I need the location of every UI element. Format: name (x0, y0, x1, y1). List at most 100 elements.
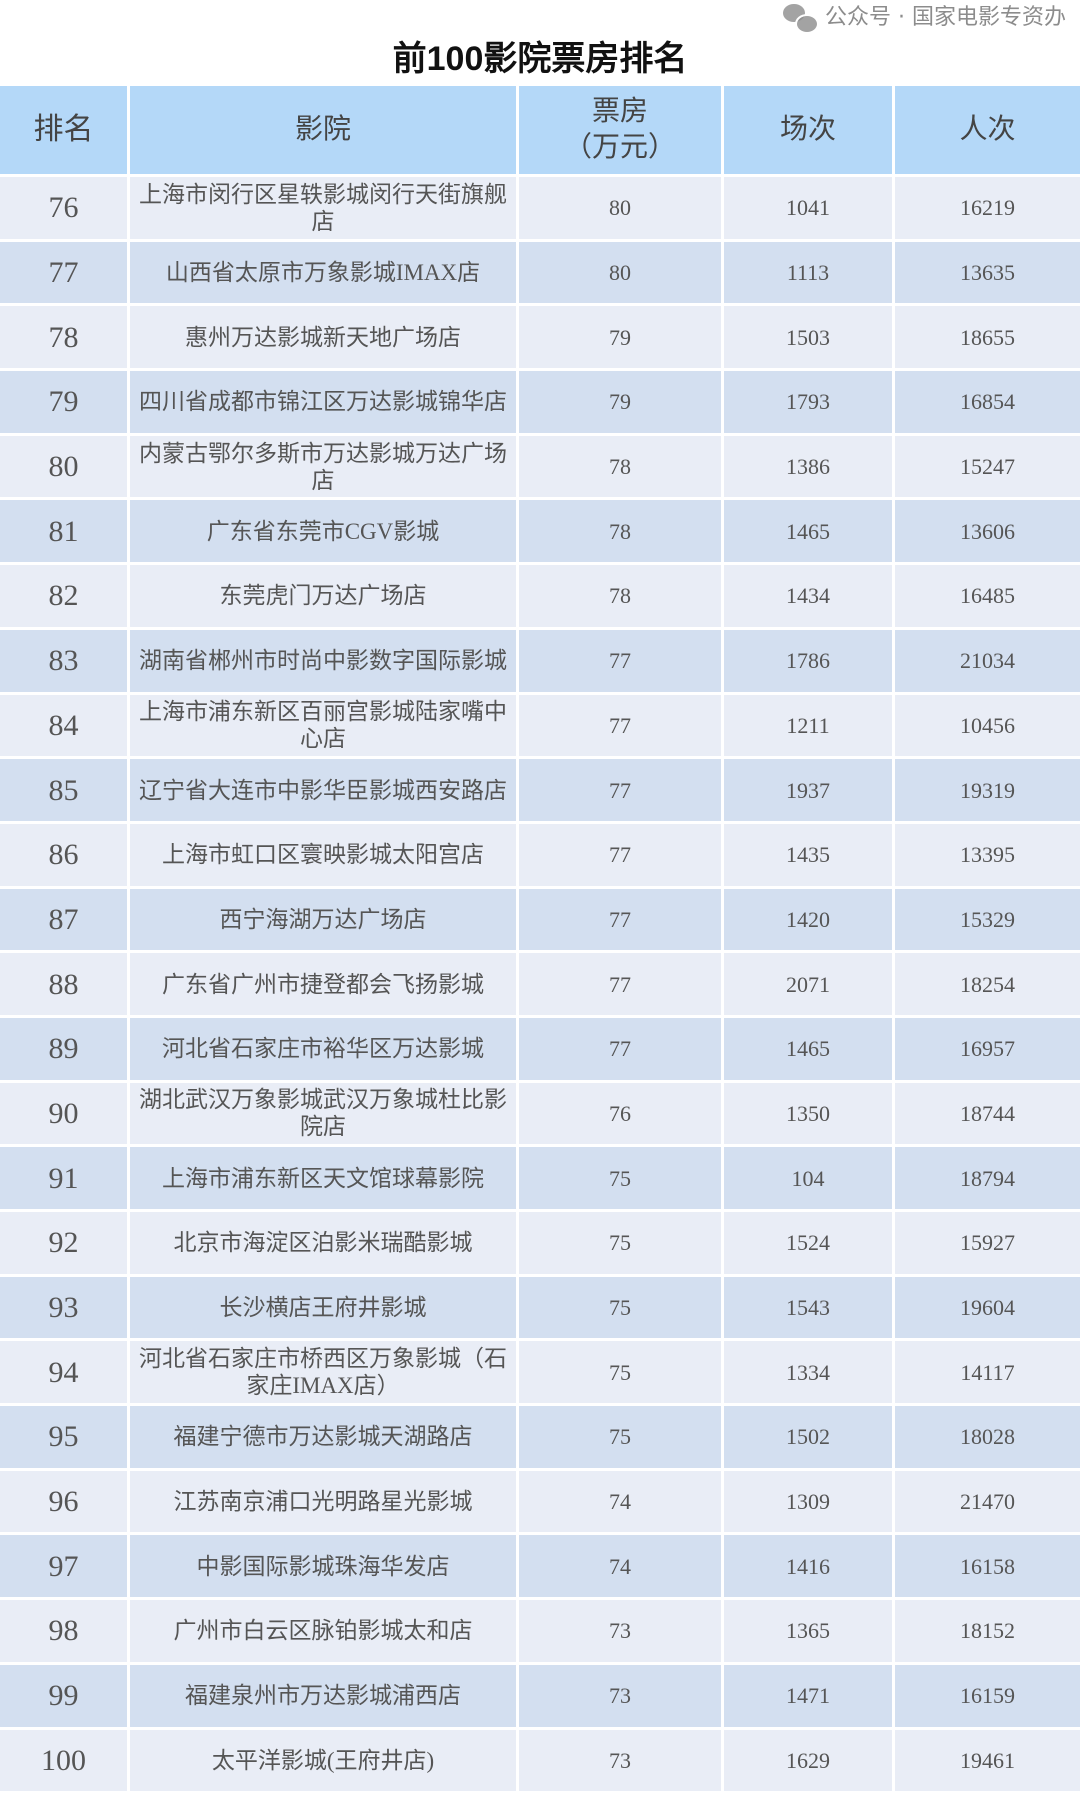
box-office-cell: 78 (519, 435, 724, 501)
box-office-cell: 80 (519, 241, 724, 307)
admissions-cell: 18254 (895, 953, 1080, 1018)
rank-cell: 85 (0, 759, 130, 824)
cinema-cell: 山西省太原市万象影城IMAX店 (130, 241, 519, 307)
rank-cell: 98 (0, 1600, 130, 1665)
table-row: 95 福建宁德市万达影城天湖路店 75 1502 18028 (0, 1406, 1080, 1471)
table-row: 96 江苏南京浦口光明路星光影城 74 1309 21470 (0, 1470, 1080, 1536)
box-office-cell: 77 (519, 759, 724, 824)
shows-cell: 104 (724, 1147, 895, 1212)
shows-cell: 1502 (724, 1406, 895, 1471)
rank-cell: 86 (0, 823, 130, 889)
table-row: 90 湖北武汉万象影城武汉万象城杜比影院店 76 1350 18744 (0, 1082, 1080, 1148)
shows-cell: 1543 (724, 1276, 895, 1342)
admissions-cell: 13635 (895, 241, 1080, 307)
box-office-cell: 79 (519, 371, 724, 436)
watermark: 公众号 · 国家电影专资办 (783, 4, 1066, 34)
rank-cell: 92 (0, 1212, 130, 1277)
table-body: 76 上海市闵行区星轶影城闵行天街旗舰店 80 1041 16219 77 山西省太原市万象… (0, 177, 1080, 1795)
box-office-cell: 78 (519, 500, 724, 566)
box-office-cell: 73 (519, 1664, 724, 1730)
cinema-cell: 东莞虎门万达广场店 (130, 565, 519, 630)
cinema-cell: 太平洋影城(王府井店) (130, 1729, 519, 1795)
box-office-cell: 75 (519, 1276, 724, 1342)
shows-cell: 1471 (724, 1664, 895, 1730)
table-row: 100 太平洋影城(王府井店) 73 1629 19461 (0, 1729, 1080, 1795)
rank-cell: 89 (0, 1017, 130, 1083)
cinema-cell: 中影国际影城珠海华发店 (130, 1535, 519, 1601)
cinema-cell: 广东省东莞市CGV影城 (130, 500, 519, 566)
box-office-cell: 74 (519, 1470, 724, 1536)
header-shows: 场次 (724, 86, 895, 177)
table-row: 83 湖南省郴州市时尚中影数字国际影城 77 1786 21034 (0, 629, 1080, 695)
admissions-cell: 15927 (895, 1212, 1080, 1277)
rank-cell: 93 (0, 1276, 130, 1342)
table-row: 86 上海市虹口区寰映影城太阳宫店 77 1435 13395 (0, 823, 1080, 889)
admissions-cell: 19604 (895, 1276, 1080, 1342)
cinema-cell: 惠州万达影城新天地广场店 (130, 306, 519, 372)
admissions-cell: 14117 (895, 1341, 1080, 1407)
shows-cell: 1937 (724, 759, 895, 824)
admissions-cell: 18794 (895, 1147, 1080, 1212)
shows-cell: 1309 (724, 1470, 895, 1536)
admissions-cell: 15329 (895, 888, 1080, 954)
admissions-cell: 21034 (895, 629, 1080, 695)
table-row: 82 东莞虎门万达广场店 78 1434 16485 (0, 565, 1080, 630)
box-office-cell: 78 (519, 565, 724, 630)
cinema-cell: 广东省广州市捷登都会飞扬影城 (130, 953, 519, 1018)
rank-cell: 95 (0, 1406, 130, 1471)
admissions-cell: 13395 (895, 823, 1080, 889)
rank-cell: 99 (0, 1664, 130, 1730)
table-row: 77 山西省太原市万象影城IMAX店 80 1113 13635 (0, 241, 1080, 307)
table-row: 84 上海市浦东新区百丽宫影城陆家嘴中心店 77 1211 10456 (0, 694, 1080, 760)
header-admissions: 人次 (895, 86, 1080, 177)
ranking-table: 排名 影院 票房 （万元） 场次 人次 76 上海市闵行区星轶影城闵行天街旗舰店 8… (0, 86, 1080, 1795)
cinema-cell: 北京市海淀区泊影米瑞酷影城 (130, 1212, 519, 1277)
shows-cell: 1211 (724, 694, 895, 760)
wechat-icon (783, 4, 820, 34)
box-office-cell: 75 (519, 1147, 724, 1212)
cinema-cell: 福建泉州市万达影城浦西店 (130, 1664, 519, 1730)
table-row: 81 广东省东莞市CGV影城 78 1465 13606 (0, 500, 1080, 566)
watermark-text: 公众号 · 国家电影专资办 (825, 5, 1066, 30)
table-row: 93 长沙横店王府井影城 75 1543 19604 (0, 1276, 1080, 1342)
box-office-cell: 77 (519, 1017, 724, 1083)
rank-cell: 77 (0, 241, 130, 307)
shows-cell: 1386 (724, 435, 895, 501)
table-row: 79 四川省成都市锦江区万达影城锦华店 79 1793 16854 (0, 371, 1080, 436)
rank-cell: 97 (0, 1535, 130, 1601)
admissions-cell: 19461 (895, 1729, 1080, 1795)
box-office-cell: 79 (519, 306, 724, 372)
rank-cell: 91 (0, 1147, 130, 1212)
rank-cell: 84 (0, 694, 130, 760)
rank-cell: 100 (0, 1729, 130, 1795)
cinema-cell: 广州市白云区脉铂影城太和店 (130, 1600, 519, 1665)
cinema-cell: 内蒙古鄂尔多斯市万达影城万达广场店 (130, 435, 519, 501)
shows-cell: 1113 (724, 241, 895, 307)
shows-cell: 1524 (724, 1212, 895, 1277)
rank-cell: 88 (0, 953, 130, 1018)
rank-cell: 90 (0, 1082, 130, 1148)
cinema-cell: 河北省石家庄市裕华区万达影城 (130, 1017, 519, 1083)
shows-cell: 2071 (724, 953, 895, 1018)
rank-cell: 87 (0, 888, 130, 954)
box-office-cell: 77 (519, 953, 724, 1018)
shows-cell: 1041 (724, 177, 895, 242)
rank-cell: 83 (0, 629, 130, 695)
admissions-cell: 18028 (895, 1406, 1080, 1471)
rank-cell: 78 (0, 306, 130, 372)
admissions-cell: 18655 (895, 306, 1080, 372)
cinema-cell: 辽宁省大连市中影华臣影城西安路店 (130, 759, 519, 824)
header-cinema: 影院 (130, 86, 519, 177)
shows-cell: 1365 (724, 1600, 895, 1665)
cinema-cell: 河北省石家庄市桥西区万象影城（石家庄IMAX店） (130, 1341, 519, 1407)
header-box-office: 票房 （万元） (519, 86, 724, 177)
table-row: 97 中影国际影城珠海华发店 74 1416 16158 (0, 1535, 1080, 1601)
cinema-cell: 湖南省郴州市时尚中影数字国际影城 (130, 629, 519, 695)
admissions-cell: 15247 (895, 435, 1080, 501)
box-office-cell: 74 (519, 1535, 724, 1601)
admissions-cell: 16219 (895, 177, 1080, 242)
box-office-cell: 77 (519, 823, 724, 889)
header-rank: 排名 (0, 86, 130, 177)
shows-cell: 1465 (724, 1017, 895, 1083)
admissions-cell: 10456 (895, 694, 1080, 760)
